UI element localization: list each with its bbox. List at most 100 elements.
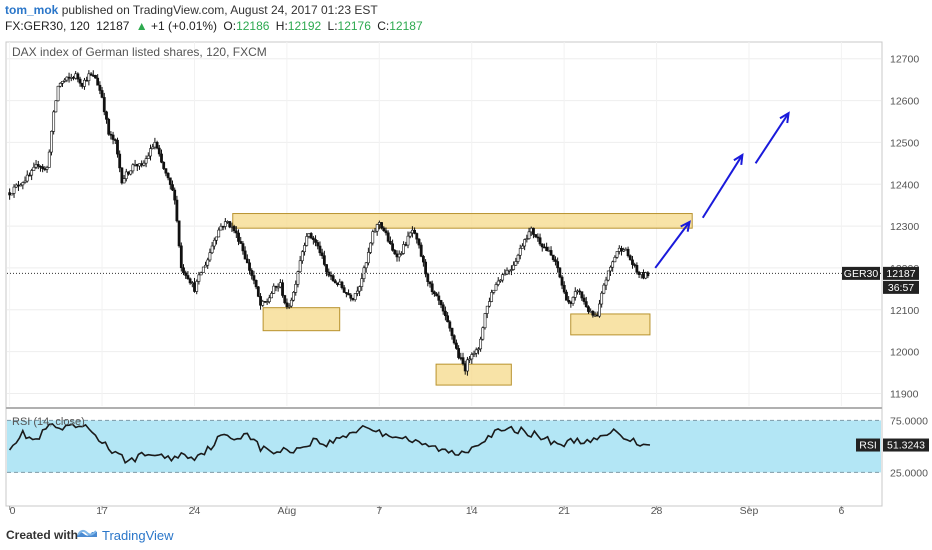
candle-body: [100, 90, 104, 98]
price-tick-label: 12600: [890, 96, 919, 108]
candle-body: [116, 139, 119, 155]
candle-body: [479, 338, 483, 350]
candle-body: [395, 253, 399, 258]
candle-body: [622, 249, 626, 252]
candle-body: [580, 291, 584, 299]
support-resistance-boxes[interactable]: [232, 213, 693, 386]
chart-frame: [5, 41, 883, 507]
candle-body: [336, 282, 339, 285]
candle-body: [164, 168, 168, 174]
zone-box[interactable]: [262, 307, 341, 332]
chart-area[interactable]: 1270012600125001240012300122001210012000…: [0, 36, 932, 518]
candle-body: [428, 281, 432, 285]
price-tag-box: [842, 266, 880, 280]
candle-body: [89, 73, 93, 76]
candle-body: [173, 189, 177, 201]
candle-body: [195, 281, 199, 292]
candle-body: [278, 282, 282, 288]
candle-body: [633, 264, 637, 266]
candle-body: [252, 275, 256, 281]
zone-box[interactable]: [232, 213, 693, 229]
candle-body: [175, 199, 179, 222]
candle-body: [397, 253, 401, 258]
candle-body: [545, 246, 549, 252]
time-tick-label: 14: [466, 505, 478, 517]
rsi-value: 51.3243: [887, 440, 925, 452]
candle-body: [534, 234, 538, 238]
candle-body: [155, 142, 159, 149]
candle-body: [433, 291, 436, 295]
candle-body: [540, 243, 544, 248]
username-link[interactable]: tom_mok: [5, 3, 59, 17]
candle-body: [439, 300, 443, 306]
candle-body: [340, 281, 344, 288]
high-value: 12192: [287, 19, 322, 33]
candle-body: [609, 266, 612, 272]
price-axis[interactable]: 1270012600125001240012300122001210012000…: [890, 54, 919, 401]
candle-body: [333, 280, 337, 284]
tradingview-brand-link[interactable]: TradingView: [102, 528, 174, 543]
price-value: 12187: [886, 268, 915, 280]
rsi-band: [7, 420, 881, 473]
candle-body: [157, 147, 161, 155]
candle-body: [373, 230, 377, 233]
candle-body: [107, 119, 111, 135]
candle-body: [142, 162, 146, 166]
candle-body: [98, 84, 102, 91]
rsi-pane-title: RSI (14, close): [12, 416, 85, 428]
candle-body: [485, 305, 489, 314]
candle-body: [263, 301, 267, 303]
candle-body: [364, 262, 368, 269]
candle-body: [503, 273, 507, 276]
candle-body: [567, 300, 571, 303]
zone-box[interactable]: [570, 313, 651, 336]
candle-body: [83, 79, 86, 87]
candle-body: [426, 273, 430, 283]
candle-body: [17, 184, 20, 187]
candle-body: [353, 293, 357, 300]
candle-body: [532, 227, 535, 235]
candle-body: [298, 260, 302, 272]
candle-body: [518, 248, 522, 256]
candle-body: [102, 97, 106, 113]
candle-body: [144, 158, 148, 164]
projection-arrow[interactable]: [701, 154, 744, 219]
candle-body: [168, 177, 172, 185]
candle-body: [421, 256, 425, 263]
candle-body: [69, 77, 73, 79]
rsi-line: [8, 423, 651, 465]
bar-countdown: 36:57: [888, 282, 914, 294]
candle-body: [272, 285, 276, 294]
low-value: 12176: [337, 19, 371, 33]
candle-body: [184, 272, 188, 276]
time-tick-label: 7: [376, 505, 382, 517]
candle-body: [208, 252, 212, 261]
candle-body: [472, 353, 476, 355]
candle-body: [135, 164, 139, 167]
last-price: 12187: [96, 19, 130, 33]
projection-arrow[interactable]: [754, 112, 790, 164]
candle-body: [85, 79, 89, 82]
candle-body: [598, 303, 601, 317]
arrow-head-icon: [733, 153, 744, 166]
candle-body: [547, 250, 551, 252]
candle-body: [21, 182, 25, 186]
zone-box[interactable]: [435, 363, 512, 386]
price-tick-label: 12400: [890, 179, 919, 191]
candle-body: [604, 279, 608, 286]
candle-body: [311, 237, 315, 240]
candle-body: [188, 278, 192, 284]
candle-body: [124, 171, 128, 179]
candle-body: [613, 257, 617, 263]
candle-body: [96, 77, 100, 86]
candle-body: [523, 239, 527, 247]
time-axis[interactable]: 0 17 24 Aug 7 14 21 28 Sep 6: [9, 505, 845, 517]
tradingview-logo-icon[interactable]: [76, 527, 98, 541]
candle-body: [105, 111, 108, 120]
candle-body: [375, 224, 379, 232]
candle-body: [146, 155, 150, 160]
projection-arrows[interactable]: [654, 111, 790, 269]
candle-body: [109, 133, 113, 136]
projection-arrow[interactable]: [654, 221, 691, 269]
quote-line: FX:GER30, 120 12187 ▲ +1 (+0.01%) O:1218…: [5, 19, 423, 33]
